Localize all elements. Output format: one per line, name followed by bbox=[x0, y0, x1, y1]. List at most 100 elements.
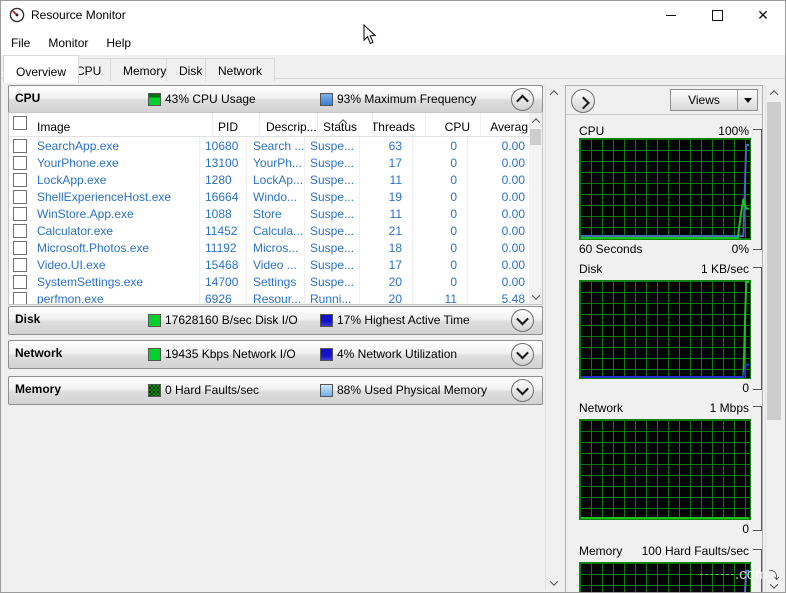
row-checkbox[interactable] bbox=[9, 171, 33, 188]
scroll-up-button[interactable] bbox=[546, 85, 562, 100]
disk-graph bbox=[579, 280, 751, 379]
left-pane-scrollbar[interactable] bbox=[545, 85, 562, 590]
axis-bracket bbox=[753, 549, 762, 592]
chart-title: Network bbox=[579, 401, 624, 415]
cpu-section-title: CPU bbox=[15, 91, 41, 105]
column-header-threads[interactable]: Threads bbox=[373, 113, 426, 136]
disk-active-indicator-icon bbox=[320, 314, 333, 327]
tab-memory[interactable]: Memory bbox=[110, 58, 180, 81]
disk-io-label: 17628160 B/sec Disk I/O bbox=[165, 313, 298, 327]
max-frequency-indicator-icon bbox=[320, 93, 333, 106]
disk-section-header[interactable]: Disk 17628160 B/sec Disk I/O 17% Highest… bbox=[8, 306, 543, 335]
table-row[interactable]: Video.UI.exe 15468 Video ... Suspe... 17 0 0.0… bbox=[9, 256, 529, 273]
row-checkbox[interactable] bbox=[9, 239, 33, 256]
scroll-down-button[interactable] bbox=[766, 578, 782, 593]
network-expand-button[interactable] bbox=[511, 343, 534, 366]
maximize-button[interactable] bbox=[694, 0, 740, 30]
disk-active-label: 17% Highest Active Time bbox=[337, 313, 470, 327]
chart-title: CPU bbox=[579, 124, 605, 138]
row-checkbox[interactable] bbox=[9, 154, 33, 171]
memory-section-header[interactable]: Memory 0 Hard Faults/sec 88% Used Physic… bbox=[8, 376, 543, 405]
network-chart: Network 1 Mbps 0 bbox=[566, 397, 762, 538]
disk-expand-button[interactable] bbox=[511, 309, 534, 332]
hard-faults-label: 0 Hard Faults/sec bbox=[165, 383, 260, 397]
views-button-label: Views bbox=[688, 93, 720, 107]
select-all-checkbox[interactable] bbox=[9, 113, 33, 136]
used-memory-label: 88% Used Physical Memory bbox=[337, 383, 488, 397]
table-row[interactable]: ShellExperienceHost.exe 16664 Windo... Susp… bbox=[9, 188, 529, 205]
column-header-status[interactable]: Status bbox=[318, 113, 373, 136]
table-row[interactable]: SystemSettings.exe 14700 Settings Suspe... 2… bbox=[9, 273, 529, 290]
column-header-image[interactable]: Image bbox=[33, 113, 213, 136]
memory-expand-button[interactable] bbox=[511, 379, 534, 402]
charts-toolbar: Views bbox=[566, 86, 762, 115]
charts-pane: Views CPU 100% 60 Seconds 0% Disk 1 KB/s… bbox=[565, 85, 763, 593]
table-row[interactable]: Microsoft.Photos.exe 11192 Micros... Suspe.… bbox=[9, 239, 529, 256]
network-section-title: Network bbox=[15, 346, 63, 360]
disk-section-title: Disk bbox=[15, 312, 41, 326]
scroll-down-icon bbox=[769, 579, 779, 589]
resource-monitor-icon bbox=[9, 7, 25, 23]
views-button[interactable]: Views bbox=[670, 89, 758, 111]
cpu-section-header[interactable]: CPU 43% CPU Usage 93% Maximum Frequency bbox=[8, 85, 543, 113]
disk-io-indicator-icon bbox=[148, 314, 161, 327]
row-checkbox[interactable] bbox=[9, 273, 33, 290]
menu-file[interactable]: File bbox=[11, 35, 31, 50]
scroll-down-button[interactable] bbox=[546, 575, 562, 590]
chevron-up-icon bbox=[516, 94, 529, 108]
chart-min-label: 0% bbox=[731, 242, 749, 256]
chevron-down-icon bbox=[516, 312, 529, 326]
row-checkbox[interactable] bbox=[9, 222, 33, 239]
column-header-description[interactable]: Descrip... bbox=[260, 113, 318, 136]
row-checkbox[interactable] bbox=[9, 188, 33, 205]
scroll-up-button[interactable] bbox=[766, 85, 782, 100]
charts-pane-scrollbar[interactable] bbox=[765, 85, 782, 593]
table-row[interactable]: Calculator.exe 11452 Calcula... Suspe... 21 0… bbox=[9, 222, 529, 239]
tab-disk[interactable]: Disk bbox=[166, 58, 216, 81]
table-row[interactable]: WinStore.App.exe 1088 Store Suspe... 11 0 0.00 bbox=[9, 205, 529, 222]
tab-network[interactable]: Network bbox=[205, 58, 276, 81]
column-header-average[interactable]: Averag... bbox=[490, 120, 538, 134]
tab-strip: Overview CPU Memory Disk Network bbox=[0, 55, 786, 83]
disk-chart: Disk 1 KB/sec 0 bbox=[566, 258, 762, 397]
menu-monitor[interactable]: Monitor bbox=[48, 35, 89, 50]
scroll-thumb[interactable] bbox=[767, 102, 781, 420]
minimize-button[interactable] bbox=[648, 0, 694, 30]
chart-max-label: 1 Mbps bbox=[709, 401, 749, 415]
hard-faults-indicator-icon bbox=[148, 384, 161, 397]
table-row[interactable]: SearchApp.exe 10680 Search ... Suspe... 63 0 0… bbox=[9, 137, 529, 154]
views-dropdown-button[interactable] bbox=[737, 90, 757, 110]
chart-max-label: 100 Hard Faults/sec bbox=[641, 544, 749, 558]
row-checkbox[interactable] bbox=[9, 290, 33, 304]
chart-title: Disk bbox=[579, 262, 603, 276]
row-checkbox[interactable] bbox=[9, 205, 33, 222]
row-checkbox[interactable] bbox=[9, 137, 33, 154]
scroll-down-icon bbox=[549, 576, 559, 586]
cpu-usage-indicator-icon bbox=[148, 93, 161, 106]
network-section-header[interactable]: Network 19435 Kbps Network I/O 4% Networ… bbox=[8, 340, 543, 369]
table-row[interactable]: perfmon.exe 6926 Resour... Runni... 20 11 5.48 bbox=[9, 290, 529, 304]
tab-overview[interactable]: Overview bbox=[3, 55, 80, 83]
chevron-down-icon bbox=[516, 382, 529, 396]
network-io-indicator-icon bbox=[148, 348, 161, 361]
table-header-row: Image PID Descrip... Status Threads CPU … bbox=[9, 113, 542, 137]
column-header-pid[interactable]: PID bbox=[213, 113, 260, 136]
close-button[interactable]: ✕ bbox=[757, 6, 769, 23]
table-scroll-thumb[interactable] bbox=[530, 129, 541, 145]
table-row[interactable]: YourPhone.exe 13100 YourPh... Suspe... 17 0 0.… bbox=[9, 154, 529, 171]
network-graph bbox=[579, 419, 751, 520]
cpu-collapse-button[interactable] bbox=[511, 88, 534, 111]
table-scrollbar[interactable] bbox=[529, 113, 542, 304]
menu-help[interactable]: Help bbox=[106, 35, 132, 50]
row-checkbox[interactable] bbox=[9, 256, 33, 273]
memory-chart: Memory 100 Hard Faults/sec bbox=[566, 540, 762, 592]
title-bar: Resource Monitor ✕ bbox=[0, 0, 786, 30]
column-header-cpu[interactable]: CPU bbox=[426, 113, 481, 136]
menu-bar: File Monitor Help bbox=[0, 30, 786, 55]
table-row[interactable]: LockApp.exe 1280 LockAp... Suspe... 11 0 0.00 bbox=[9, 171, 529, 188]
collapse-pane-button[interactable] bbox=[571, 89, 595, 113]
table-scroll-down-button[interactable] bbox=[529, 289, 542, 304]
chart-min-label: 0 bbox=[742, 522, 749, 536]
axis-bracket bbox=[753, 406, 762, 531]
table-scroll-up-button[interactable] bbox=[529, 113, 542, 128]
